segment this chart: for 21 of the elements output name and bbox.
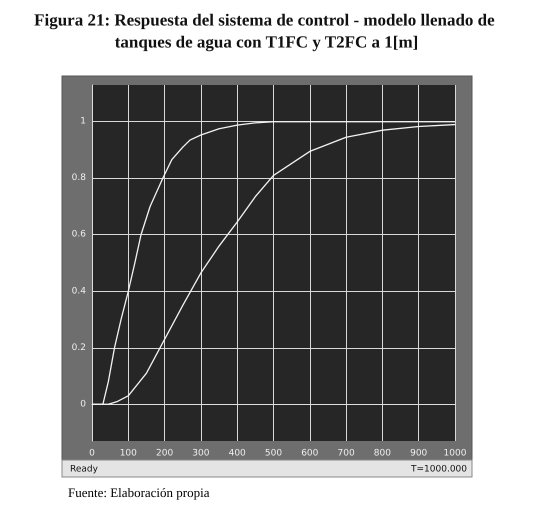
x-tick-label: 300 <box>192 448 210 458</box>
y-tick-label: 0.4 <box>72 286 86 296</box>
y-tick-label: 0.8 <box>72 173 86 184</box>
chart-title: Figura 21: Respuesta del sistema de control - modelo llenado de tanques de agua con T1FC y T2FC a 1[m] <box>34 10 499 52</box>
text: T=1000.000 <box>410 464 468 474</box>
x-tick-label: 1000 <box>444 448 467 458</box>
x-tick-label: 0 <box>89 448 96 458</box>
x-tick-label: 900 <box>410 448 428 458</box>
x-tick-label: 700 <box>338 448 355 458</box>
x-tick-label: 500 <box>264 448 282 458</box>
x-tick-label: 400 <box>228 448 246 458</box>
y-tick-label: 0.2 <box>72 342 86 353</box>
x-tick-label: 200 <box>156 448 174 458</box>
source-note: Fuente: Elaboración propia <box>68 485 210 500</box>
y-tick-label: 0.6 <box>72 230 86 240</box>
text: Ready <box>70 464 99 474</box>
y-tick-label: 0 <box>80 399 86 410</box>
y-tick-label: 1 <box>80 116 86 127</box>
x-tick-label: 600 <box>301 448 319 458</box>
x-tick-label: 800 <box>374 448 392 458</box>
x-tick-label: 100 <box>120 448 138 458</box>
